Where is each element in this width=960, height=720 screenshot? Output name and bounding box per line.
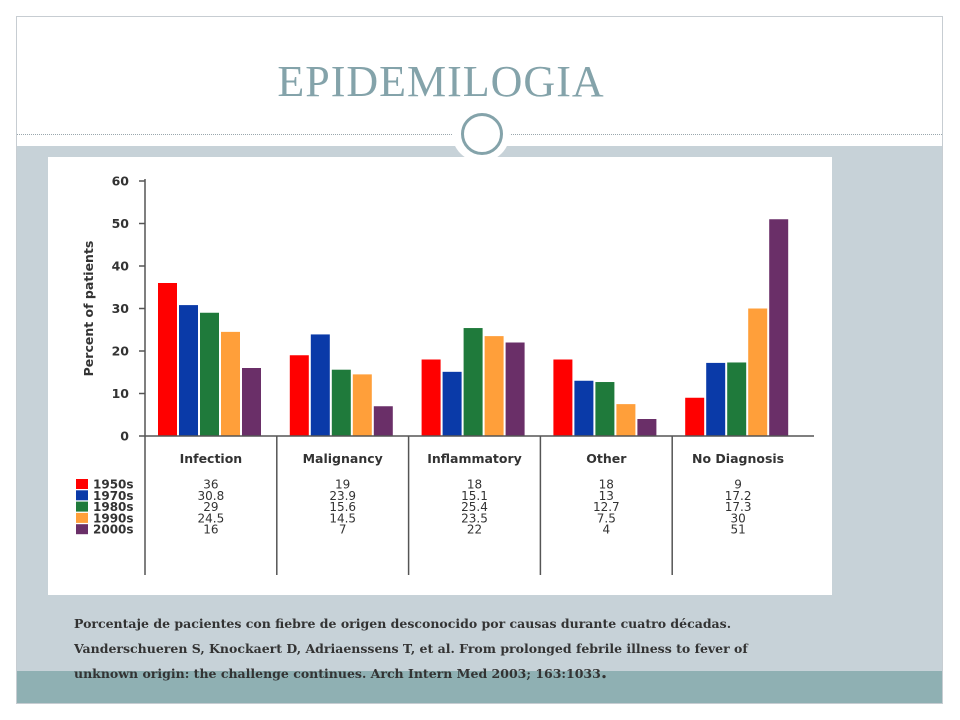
y-tick-label: 60 — [112, 174, 130, 189]
category-label: Malignancy — [303, 451, 383, 466]
table-value: 17.3 — [725, 500, 752, 514]
y-axis-title: Percent of patients — [81, 241, 96, 377]
bar-1980s-malignancy — [331, 369, 351, 436]
bar-2000s-infection — [242, 368, 261, 436]
y-tick-label: 50 — [112, 216, 130, 231]
legend-label: 1990s — [93, 511, 134, 525]
bar-1990s-infection — [221, 331, 240, 436]
table-value: 22 — [467, 523, 482, 537]
table-value: 12.7 — [593, 500, 620, 514]
table-value: 7 — [339, 523, 347, 537]
table-value: 29 — [203, 500, 218, 514]
category-label: Infection — [180, 451, 243, 466]
bar-1980s-inflammatory — [463, 328, 483, 436]
table-value: 23.9 — [329, 489, 356, 503]
divider-ring-icon — [461, 113, 503, 155]
slide-title: EPIDEMILOGIA — [277, 57, 605, 106]
bar-1950s-inflammatory — [421, 359, 441, 436]
bar-1980s-infection — [200, 312, 219, 436]
bar-chart: Percent of patients 0 10 20 30 40 50 60 Infectio… — [76, 174, 814, 575]
legend-label: 1950s — [93, 478, 134, 492]
table-value: 15.6 — [329, 500, 356, 514]
bar-2000s-inflammatory — [505, 342, 525, 436]
caption-line-1: Porcentaje de pacientes con fiebre de or… — [74, 616, 732, 631]
caption-line-2: Vanderschueren S, Knockaert D, Adriaenss… — [74, 640, 748, 656]
table-value: 36 — [203, 478, 218, 492]
bar-2000s-no-diagnosis — [769, 219, 789, 436]
table-value: 30.8 — [198, 489, 225, 503]
table-value: 25.4 — [461, 500, 488, 514]
legend-label: 2000s — [93, 523, 134, 537]
legend-swatch-1980s — [76, 501, 88, 512]
bar-2000s-other — [637, 419, 657, 436]
bar-1970s-malignancy — [310, 334, 330, 436]
table-value: 23.5 — [461, 511, 488, 525]
slide-frame — [16, 16, 943, 704]
chart-panel: Percent of patients 0 10 20 30 40 50 60 Infectio… — [48, 157, 832, 595]
table-value: 9 — [734, 478, 742, 492]
legend-swatch-2000s — [76, 524, 88, 535]
category-label: Inflammatory — [427, 451, 522, 466]
y-tick-label: 30 — [112, 301, 130, 316]
figure-caption: Porcentaje de pacientes con fiebre de or… — [74, 612, 854, 687]
legend-label: 1980s — [93, 500, 134, 514]
bar-1990s-no-diagnosis — [748, 308, 768, 436]
bar-1990s-inflammatory — [484, 336, 504, 436]
legend-label: 1970s — [93, 489, 134, 503]
table-value: 18 — [599, 478, 614, 492]
table-value: 17.2 — [725, 489, 752, 503]
bar-1990s-other — [616, 404, 636, 436]
bar-1980s-no-diagnosis — [727, 362, 747, 436]
bar-2000s-malignancy — [373, 406, 393, 436]
y-tick-label: 10 — [112, 386, 130, 401]
table-value: 18 — [467, 478, 482, 492]
table-value: 30 — [730, 511, 745, 525]
caption-end-mark: . — [600, 662, 608, 683]
bar-1970s-no-diagnosis — [706, 362, 726, 436]
table-value: 15.1 — [461, 489, 488, 503]
category-label: Other — [586, 451, 627, 466]
bar-1970s-other — [574, 380, 594, 436]
category-label: No Diagnosis — [692, 451, 784, 466]
y-tick-label: 0 — [120, 429, 129, 444]
bar-1970s-infection — [179, 305, 198, 436]
table-value: 51 — [730, 523, 745, 537]
legend-swatch-1950s — [76, 479, 88, 489]
bar-1950s-other — [553, 359, 573, 436]
caption-line-3: unknown origin: the challenge continues.… — [74, 661, 854, 687]
bar-1990s-malignancy — [352, 374, 372, 436]
table-value: 14.5 — [329, 511, 356, 525]
legend-swatch-1970s — [76, 490, 88, 501]
legend-swatch-1990s — [76, 512, 88, 523]
bar-1970s-inflammatory — [442, 371, 462, 436]
table-value: 13 — [599, 489, 614, 503]
table-value: 24.5 — [198, 511, 225, 525]
table-value: 4 — [602, 523, 610, 537]
bar-1950s-malignancy — [289, 355, 309, 436]
table-value: 19 — [335, 478, 350, 492]
bar-1950s-infection — [158, 283, 177, 436]
y-tick-label: 20 — [112, 344, 130, 359]
bar-1980s-other — [595, 382, 615, 436]
table-value: 16 — [203, 523, 218, 537]
bar-1950s-no-diagnosis — [685, 397, 705, 436]
y-tick-label: 40 — [112, 259, 130, 274]
footer-band — [17, 671, 942, 703]
table-value: 7.5 — [597, 511, 616, 525]
caption-line-3-text: unknown origin: the challenge continues.… — [74, 666, 601, 681]
